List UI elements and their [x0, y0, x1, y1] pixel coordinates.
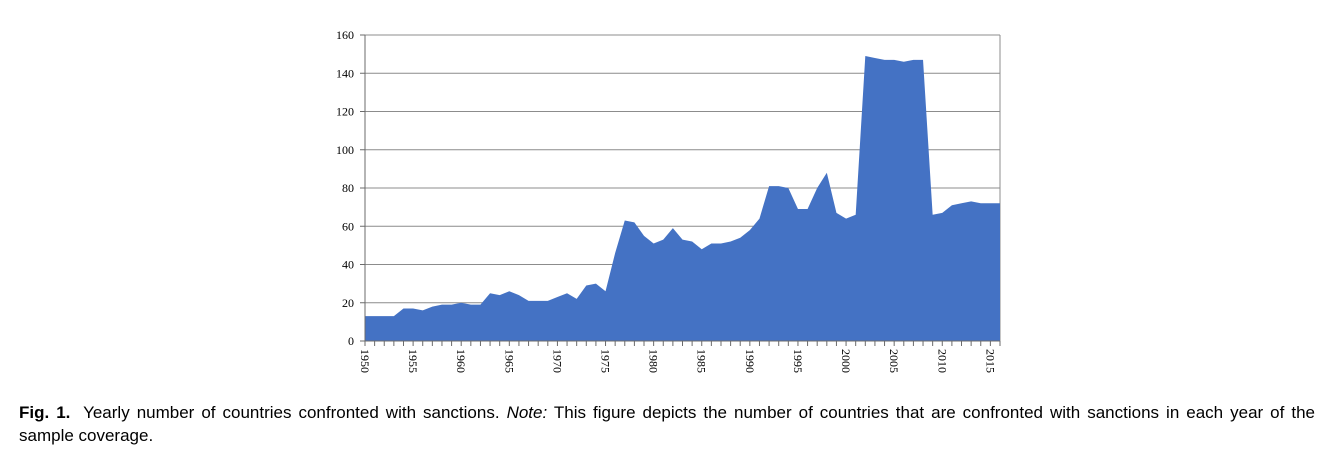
axes: 0 20 40 60 80 100 120 140 160 1950 1955 1960 1965 197…: [336, 28, 1001, 373]
x-tick-label: 1955: [406, 349, 420, 373]
note-text: This figure depicts the number of countr…: [19, 403, 1315, 445]
gridlines: [365, 34, 1001, 341]
x-tick-label: 2010: [935, 349, 949, 373]
y-tick-label: 120: [336, 105, 354, 119]
x-tick-label: 1965: [502, 349, 516, 373]
x-tick-label: 1975: [599, 349, 613, 373]
area-chart: 0 20 40 60 80 100 120 140 160 1950 1955 1960 1965 197…: [336, 28, 1001, 373]
x-tick-label: 1960: [454, 349, 468, 373]
note-label: Note:: [506, 403, 548, 422]
x-tick-label: 2000: [839, 349, 853, 373]
x-tick-label: 1980: [647, 349, 661, 373]
y-tick-label: 20: [342, 296, 354, 310]
x-tick-label: 1970: [550, 349, 564, 373]
y-tick-label: 140: [336, 66, 354, 80]
y-tick-label: 100: [336, 143, 354, 157]
y-tick-label: 60: [342, 219, 354, 233]
figure-title: Yearly number of countries confronted wi…: [83, 403, 500, 422]
figure-label: Fig. 1.: [19, 403, 71, 422]
area-series-path: [365, 56, 1000, 341]
x-tick-label: 1995: [791, 349, 805, 373]
y-tick-label: 40: [342, 258, 354, 272]
y-tick-label: 0: [348, 334, 354, 348]
figure-caption: Fig. 1. Yearly number of countries confr…: [19, 401, 1315, 447]
area-series: [365, 56, 1000, 341]
x-tick-label: 1985: [695, 349, 709, 373]
x-tick-label: 1990: [743, 349, 757, 373]
x-tick-label: 2005: [887, 349, 901, 373]
y-tick-label: 80: [342, 181, 354, 195]
y-tick-label: 160: [336, 28, 354, 42]
x-tick-label: 1950: [358, 349, 372, 373]
x-tick-label: 2015: [983, 349, 997, 373]
